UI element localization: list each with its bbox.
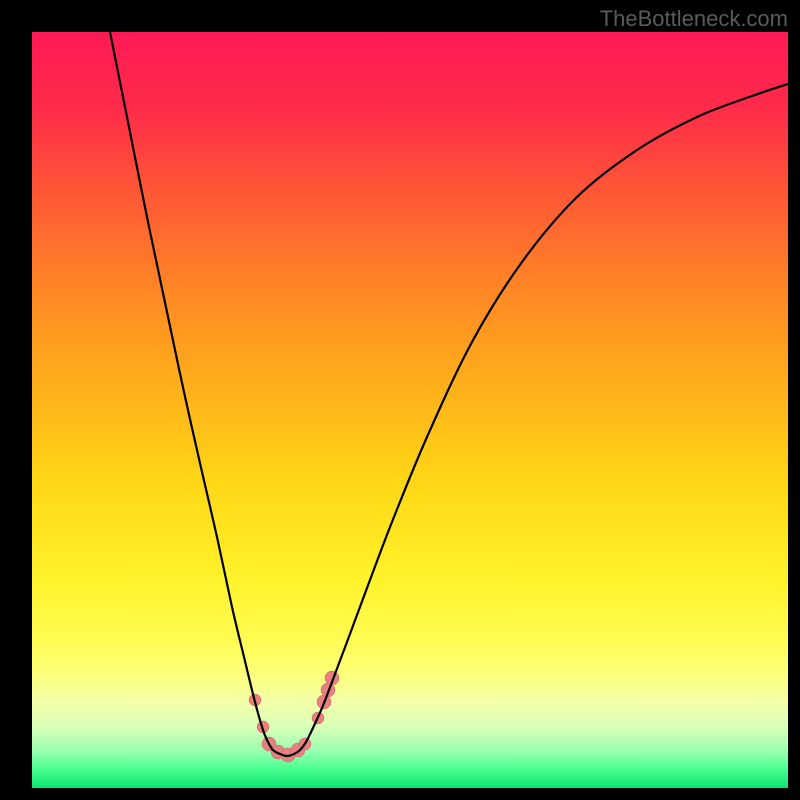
- chart-frame: TheBottleneck.com: [0, 0, 800, 800]
- curve-layer: [32, 32, 788, 788]
- bottleneck-curve: [110, 32, 788, 756]
- marker-group: [249, 671, 339, 762]
- watermark-text: TheBottleneck.com: [600, 6, 788, 32]
- plot-area: [32, 32, 788, 788]
